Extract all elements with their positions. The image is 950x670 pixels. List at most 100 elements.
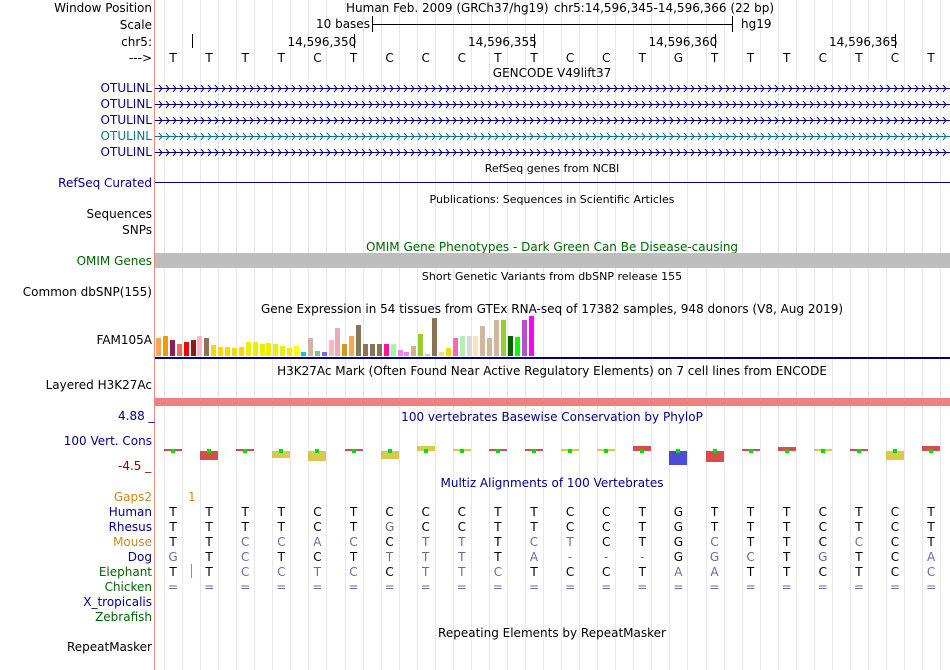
gtex-tissue-bar[interactable] <box>314 351 320 356</box>
gtex-tissue-bar[interactable] <box>231 348 237 356</box>
repeatmasker-label[interactable]: RepeatMasker <box>66 640 152 654</box>
gencode-transcript-label[interactable]: OTULINL <box>100 113 152 127</box>
gtex-tissue-bar[interactable] <box>438 352 444 356</box>
omim-gene-bar[interactable] <box>155 253 950 268</box>
species-label[interactable]: Chicken <box>104 580 152 594</box>
h3k27ac-label[interactable]: Layered H3K27Ac <box>45 378 152 392</box>
gtex-tissue-bar[interactable] <box>176 344 182 356</box>
gencode-transcript[interactable] <box>155 146 950 159</box>
gencode-transcript[interactable] <box>155 130 950 143</box>
gtex-tissue-bar[interactable] <box>459 336 465 356</box>
gtex-tissue-bar[interactable] <box>225 347 230 356</box>
species-label[interactable]: Zebrafish <box>95 610 152 624</box>
gtex-tissue-bar[interactable] <box>204 338 210 356</box>
gtex-tissue-bar[interactable] <box>363 344 368 356</box>
gtex-tissue-bar[interactable] <box>528 316 534 356</box>
gtex-tissue-bar[interactable] <box>190 340 196 356</box>
gtex-tissue-bar[interactable] <box>245 342 251 356</box>
gtex-tissue-bar[interactable] <box>404 352 410 356</box>
gtex-tissue-bar[interactable] <box>280 346 286 356</box>
gtex-tissue-bar[interactable] <box>162 336 168 356</box>
gtex-tissue-bar[interactable] <box>466 336 472 356</box>
gtex-tissue-bar[interactable] <box>156 338 161 356</box>
gtex-tissue-bar[interactable] <box>397 350 403 356</box>
gtex-tissue-bar[interactable] <box>452 338 458 356</box>
cons-label[interactable]: 100 Vert. Cons <box>63 434 152 448</box>
gtex-tissue-bar[interactable] <box>425 354 431 356</box>
gtex-bar-chart[interactable] <box>156 316 536 356</box>
grid-line <box>254 0 256 670</box>
grid-line <box>182 0 184 670</box>
gtex-gene-label[interactable]: FAM105A <box>96 333 152 347</box>
species-label[interactable]: Rhesus <box>108 520 152 534</box>
sequences-label[interactable]: Sequences <box>86 207 152 221</box>
species-label[interactable]: X_tropicalis <box>83 595 152 609</box>
gtex-tissue-bar[interactable] <box>321 352 327 356</box>
position-readout[interactable]: chr5:14,596,345-14,596,366 (22 bp) <box>554 1 775 15</box>
sequence-base: T <box>349 51 358 65</box>
refseq-label[interactable]: RefSeq Curated <box>58 176 152 190</box>
gtex-tissue-bar[interactable] <box>342 344 348 356</box>
gtex-tissue-bar[interactable] <box>349 336 355 356</box>
gtex-tissue-bar[interactable] <box>266 343 272 356</box>
gtex-tissue-bar[interactable] <box>480 326 486 356</box>
gencode-transcript[interactable] <box>155 82 950 95</box>
gtex-tissue-bar[interactable] <box>376 344 382 356</box>
aligned-base: = <box>420 580 431 594</box>
cons-score-dot <box>784 449 789 453</box>
species-label[interactable]: Dog <box>127 550 152 564</box>
gtex-tissue-bar[interactable] <box>335 328 341 356</box>
gtex-tissue-bar[interactable] <box>259 344 265 356</box>
gtex-tissue-bar[interactable] <box>287 348 293 356</box>
gtex-tissue-bar[interactable] <box>390 344 396 356</box>
gtex-tissue-bar[interactable] <box>418 334 424 356</box>
gtex-tissue-bar[interactable] <box>211 345 217 356</box>
gtex-tissue-bar[interactable] <box>432 318 437 356</box>
gencode-transcript-label[interactable]: OTULINL <box>100 97 152 111</box>
gtex-tissue-bar[interactable] <box>369 344 375 356</box>
gencode-transcript-label[interactable]: OTULINL <box>100 145 152 159</box>
gtex-tissue-bar[interactable] <box>307 338 313 356</box>
gencode-transcript-label[interactable]: OTULINL <box>100 81 152 95</box>
gtex-tissue-bar[interactable] <box>507 336 513 356</box>
gtex-tissue-bar[interactable] <box>411 346 417 356</box>
grid-line <box>723 0 725 670</box>
gencode-transcript[interactable] <box>155 98 950 111</box>
cons-score-dot <box>640 449 645 453</box>
species-label[interactable]: Human <box>108 505 152 519</box>
aligned-base: T <box>638 505 646 519</box>
gtex-tissue-bar[interactable] <box>273 344 279 356</box>
gtex-tissue-bar[interactable] <box>183 342 189 356</box>
gtex-tissue-bar[interactable] <box>473 336 479 356</box>
h3k27ac-signal[interactable] <box>155 398 950 406</box>
aligned-base: T <box>927 535 935 549</box>
gtex-tissue-bar[interactable] <box>252 342 258 356</box>
gtex-tissue-bar[interactable] <box>494 320 500 356</box>
omim-label[interactable]: OMIM Genes <box>76 254 152 268</box>
gtex-tissue-bar[interactable] <box>197 336 203 356</box>
gtex-tissue-bar[interactable] <box>445 348 451 356</box>
gtex-tissue-bar[interactable] <box>487 338 493 356</box>
gtex-tissue-bar[interactable] <box>169 340 175 356</box>
gtex-tissue-bar[interactable] <box>328 340 334 356</box>
snps-label[interactable]: SNPs <box>122 223 152 237</box>
aligned-base: T <box>422 565 430 579</box>
dbsnp-label[interactable]: Common dbSNP(155) <box>22 285 152 299</box>
gtex-tissue-bar[interactable] <box>300 352 306 356</box>
gtex-tissue-bar[interactable] <box>294 346 299 356</box>
gencode-transcript[interactable] <box>155 114 950 127</box>
gtex-tissue-bar[interactable] <box>218 347 224 356</box>
gtex-tissue-bar[interactable] <box>514 337 520 356</box>
species-label[interactable]: Elephant <box>98 565 152 579</box>
refseq-gene-line[interactable] <box>155 182 950 183</box>
gtex-tissue-bar[interactable] <box>356 325 362 356</box>
gtex-tissue-bar[interactable] <box>501 320 506 356</box>
gtex-tissue-bar[interactable] <box>238 347 244 356</box>
db-name: hg19 <box>741 17 772 31</box>
species-label[interactable]: Mouse <box>113 535 152 549</box>
gtex-tissue-bar[interactable] <box>383 344 389 356</box>
gencode-transcript-label[interactable]: OTULINL <box>100 129 152 143</box>
gtex-tissue-bar[interactable] <box>521 320 527 356</box>
cons-logo-base <box>669 451 688 465</box>
aligned-base: T <box>313 565 322 579</box>
